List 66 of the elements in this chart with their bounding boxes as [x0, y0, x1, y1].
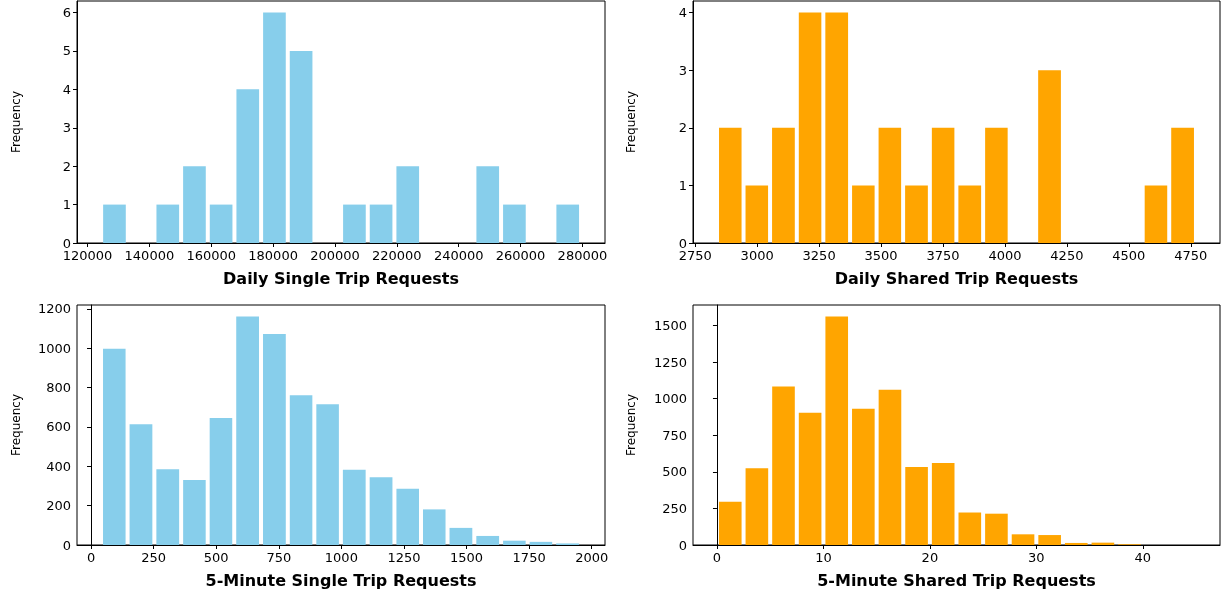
y-tick-label: 1250: [653, 354, 687, 370]
y-tick-label: 4: [678, 5, 687, 21]
x-tick-label: 3750: [926, 248, 960, 263]
x-tick-label: 140000: [124, 248, 175, 263]
y-tick-label: 750: [662, 427, 687, 443]
x-tick-label: 3500: [864, 248, 898, 263]
y-axis-title: Frequency: [624, 91, 638, 153]
y-tick-label: 800: [46, 380, 71, 396]
y-tick-label: 3: [678, 62, 687, 78]
x-tick-label: 1500: [450, 550, 484, 565]
x-axis-title: 5-Minute Shared Trip Requests: [817, 570, 1096, 590]
x-tick-label: 120000: [62, 248, 113, 263]
x-axis-title: Daily Shared Trip Requests: [834, 268, 1079, 288]
y-tick-label: 1: [62, 197, 71, 213]
x-tick-label: 4750: [1174, 248, 1208, 263]
x-axis-title: Daily Single Trip Requests: [223, 268, 459, 288]
y-tick-label: 250: [662, 500, 687, 516]
x-tick-label: 3000: [740, 248, 774, 263]
x-axis-title: 5-Minute Single Trip Requests: [205, 570, 477, 590]
x-tick-label: 0: [712, 550, 722, 565]
y-tick-label: 500: [662, 464, 687, 480]
x-tick-label: 2750: [678, 248, 712, 263]
x-tick-label: 30: [1028, 550, 1045, 565]
x-tick-label: 1000: [324, 550, 358, 565]
y-tick-label: 400: [46, 458, 71, 474]
y-tick-label: 0: [678, 235, 687, 251]
x-tick-label: 0: [86, 550, 96, 565]
y-tick-label: 1200: [37, 301, 71, 317]
x-tick-label: 1250: [387, 550, 421, 565]
y-axis-title: Frequency: [9, 394, 23, 456]
y-tick-label: 1000: [653, 391, 687, 407]
y-tick-label: 200: [46, 498, 71, 514]
y-tick-label: 0: [62, 537, 71, 553]
y-tick-label: 0: [62, 235, 71, 251]
x-tick-label: 4000: [988, 248, 1022, 263]
x-tick-label: 3250: [802, 248, 836, 263]
y-tick-label: 1: [678, 177, 687, 193]
y-tick-label: 4: [62, 81, 71, 97]
y-axis-title: Frequency: [624, 394, 638, 456]
x-tick-label: 220000: [372, 248, 422, 263]
x-tick-label: 750: [266, 550, 292, 565]
x-tick-label: 20: [921, 550, 939, 565]
x-tick-label: 260000: [495, 248, 546, 263]
y-tick-label: 0: [678, 537, 687, 553]
x-tick-label: 10: [815, 550, 832, 565]
x-tick-label: 40: [1134, 550, 1152, 565]
y-tick-label: 6: [62, 5, 71, 21]
x-tick-label: 250: [141, 550, 167, 565]
y-tick-label: 3: [62, 120, 71, 136]
x-tick-label: 2000: [575, 550, 609, 565]
y-axis-title: Frequency: [9, 91, 23, 153]
x-tick-label: 240000: [433, 248, 484, 263]
y-tick-label: 600: [46, 419, 71, 435]
y-tick-label: 5: [62, 43, 71, 59]
x-tick-label: 180000: [248, 248, 298, 263]
y-tick-label: 2: [62, 158, 71, 174]
y-tick-label: 1500: [653, 317, 687, 333]
x-tick-label: 500: [203, 550, 229, 565]
x-tick-label: 200000: [310, 248, 360, 263]
y-tick-label: 2: [678, 120, 687, 136]
y-tick-label: 1000: [37, 340, 71, 356]
x-tick-label: 160000: [186, 248, 237, 263]
x-tick-label: 280000: [557, 248, 608, 263]
x-tick-label: 1750: [512, 550, 546, 565]
x-tick-label: 4500: [1112, 248, 1146, 263]
x-tick-label: 4250: [1050, 248, 1084, 263]
